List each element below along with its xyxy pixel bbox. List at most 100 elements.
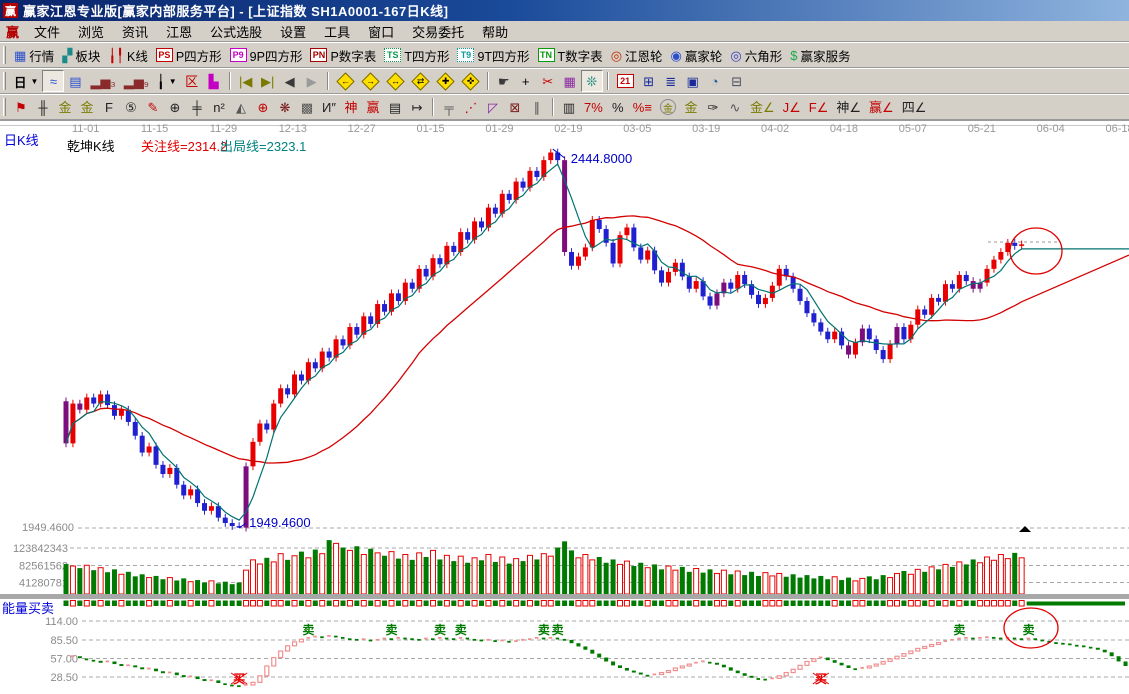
- crosshair-button[interactable]: +: [515, 70, 537, 92]
- grid-ying-button[interactable]: 赢: [362, 96, 384, 118]
- shift-left-button[interactable]: ←: [333, 70, 358, 92]
- chart-type-button[interactable]: ≈: [42, 70, 65, 92]
- menu-gann[interactable]: 江恩: [166, 24, 193, 40]
- menu-trade-entrust[interactable]: 交易委托: [412, 24, 465, 40]
- menu-browse[interactable]: 浏览: [78, 24, 105, 40]
- indicator-highlight-circle: [1003, 607, 1059, 649]
- last-page-button[interactable]: ▶|: [257, 70, 279, 92]
- next-page-button[interactable]: ▶: [301, 70, 323, 92]
- notepad-button[interactable]: ≣: [660, 70, 682, 92]
- cut-button[interactable]: ✂: [537, 70, 559, 92]
- volume-style-button[interactable]: ▙: [203, 70, 225, 92]
- expand-button[interactable]: ✜: [458, 70, 483, 92]
- ruler-button[interactable]: ▤: [384, 96, 406, 118]
- grid-dense-button[interactable]: ╪: [186, 96, 208, 118]
- price-highlight-circle: [1009, 227, 1063, 275]
- kline-button[interactable]: ╽╿ K线: [104, 44, 152, 66]
- prev-page-button[interactable]: ◀: [279, 70, 301, 92]
- info-panel-button[interactable]: ▤: [64, 70, 86, 92]
- fan-line-button[interactable]: ⋰: [460, 96, 482, 118]
- zoom-in-button[interactable]: ⇄: [408, 70, 433, 92]
- save-button[interactable]: ▣: [682, 70, 704, 92]
- bars-3-button[interactable]: ▂▅₃: [86, 70, 119, 92]
- menu-file[interactable]: 文件: [34, 24, 61, 40]
- first-page-icon: |◀: [238, 73, 253, 89]
- fan-grid-button[interactable]: ◸: [482, 96, 504, 118]
- notch-button[interactable]: И″: [318, 96, 340, 118]
- shift-right-button[interactable]: →: [358, 70, 383, 92]
- web-grid-button[interactable]: ▩: [296, 96, 318, 118]
- chart-canvas[interactable]: 11-01 11-15 11-29 12-13 12-27 01-15 01-29 02-19…: [0, 121, 1129, 694]
- svg-text:11-15: 11-15: [141, 123, 168, 135]
- n-square-button[interactable]: n²: [208, 96, 230, 118]
- p-square-button[interactable]: PS P四方形: [152, 44, 226, 66]
- parallel-button[interactable]: ∥: [526, 96, 548, 118]
- j-angle-button[interactable]: J∠: [779, 96, 805, 118]
- gold-line-button[interactable]: 金: [680, 96, 702, 118]
- t-number-button[interactable]: TN T数字表: [534, 44, 607, 66]
- grid-plain-button[interactable]: ╫: [32, 96, 54, 118]
- span-button[interactable]: ↦: [406, 96, 428, 118]
- box-web-button[interactable]: ⊠: [504, 96, 526, 118]
- p-number-button[interactable]: PN P数字表: [306, 44, 380, 66]
- brush-button[interactable]: ✑: [702, 96, 724, 118]
- zoom-out-button[interactable]: ↔: [383, 70, 408, 92]
- candle-style-button[interactable]: ╽ ▼: [153, 70, 181, 92]
- history-button[interactable]: ◔: [704, 70, 726, 92]
- ying-angle-button[interactable]: 赢∠: [865, 96, 898, 118]
- calculator-button[interactable]: ⊞: [638, 70, 660, 92]
- service-button[interactable]: $ 赢家服务: [786, 44, 854, 66]
- quote-button[interactable]: ▦ 行情: [10, 44, 58, 66]
- gold-angle-button[interactable]: 金∠: [746, 96, 779, 118]
- percent-line-button[interactable]: %≡: [629, 96, 656, 118]
- drag-hand-button[interactable]: ☛: [493, 70, 515, 92]
- window-menu-icon[interactable]: 赢: [6, 24, 20, 40]
- scale-button[interactable]: ▥: [558, 96, 580, 118]
- winner-wheel-button[interactable]: ◉ 赢家轮: [667, 44, 727, 66]
- gann-wheel-label: 江恩轮: [625, 49, 663, 64]
- shen-angle-button[interactable]: 神∠: [832, 96, 865, 118]
- menu-window[interactable]: 窗口: [368, 24, 395, 40]
- percent-button[interactable]: %: [607, 96, 629, 118]
- draw-pen-button[interactable]: ✎: [142, 96, 164, 118]
- period-day-button[interactable]: 日 ▼: [10, 70, 42, 92]
- sector-button[interactable]: ▞ 板块: [58, 44, 104, 66]
- grid-gold2-button[interactable]: 金: [76, 96, 98, 118]
- nine-p-square-button[interactable]: P9 9P四方形: [226, 44, 307, 66]
- toolbar-grip: [3, 98, 6, 116]
- menu-tools[interactable]: 工具: [324, 24, 351, 40]
- menu-news[interactable]: 资讯: [122, 24, 149, 40]
- grid-gold1-button[interactable]: 金: [54, 96, 76, 118]
- exit-line-value: 出局线=2323.1: [220, 139, 307, 154]
- seven-pct-button[interactable]: 7%: [580, 96, 607, 118]
- spiderweb-button[interactable]: ❋: [274, 96, 296, 118]
- gold-circle-button[interactable]: 金: [656, 96, 680, 118]
- grid-tool-button[interactable]: ▦: [559, 70, 581, 92]
- menu-settings[interactable]: 设置: [280, 24, 307, 40]
- grid-shen-button[interactable]: 神: [340, 96, 362, 118]
- grid-f-button[interactable]: F: [98, 96, 120, 118]
- calendar-button[interactable]: 21: [613, 70, 638, 92]
- nine-t-square-button[interactable]: T9 9T四方形: [453, 44, 533, 66]
- bars-9-button[interactable]: ▂▅₉: [120, 70, 153, 92]
- first-page-button[interactable]: |◀: [235, 70, 257, 92]
- draw-flag-button[interactable]: ⚑: [10, 96, 32, 118]
- print-button[interactable]: ⊟: [726, 70, 748, 92]
- four-angle-button[interactable]: 四∠: [898, 96, 931, 118]
- t-square-label: T四方形: [404, 49, 450, 64]
- f-angle-button[interactable]: F∠: [805, 96, 833, 118]
- compass-button[interactable]: ⊕: [164, 96, 186, 118]
- protractor-button[interactable]: ◭: [230, 96, 252, 118]
- t-square-button[interactable]: TS T四方形: [380, 44, 453, 66]
- compress-button[interactable]: ✚: [433, 70, 458, 92]
- smart-map-button[interactable]: ❊: [580, 70, 603, 92]
- menu-formula-stock-pick[interactable]: 公式选股: [210, 24, 263, 40]
- qiankun-kline-button[interactable]: 区: [181, 70, 203, 92]
- grid-five-button[interactable]: ⑤: [120, 96, 142, 118]
- level-line-button[interactable]: ╤: [438, 96, 460, 118]
- hexagon-button[interactable]: ◎ 六角形: [726, 44, 786, 66]
- target-button[interactable]: ⊕: [252, 96, 274, 118]
- gann-wheel-button[interactable]: ◎ 江恩轮: [607, 44, 667, 66]
- menu-help[interactable]: 帮助: [482, 24, 509, 40]
- wave-button[interactable]: ∿: [724, 96, 746, 118]
